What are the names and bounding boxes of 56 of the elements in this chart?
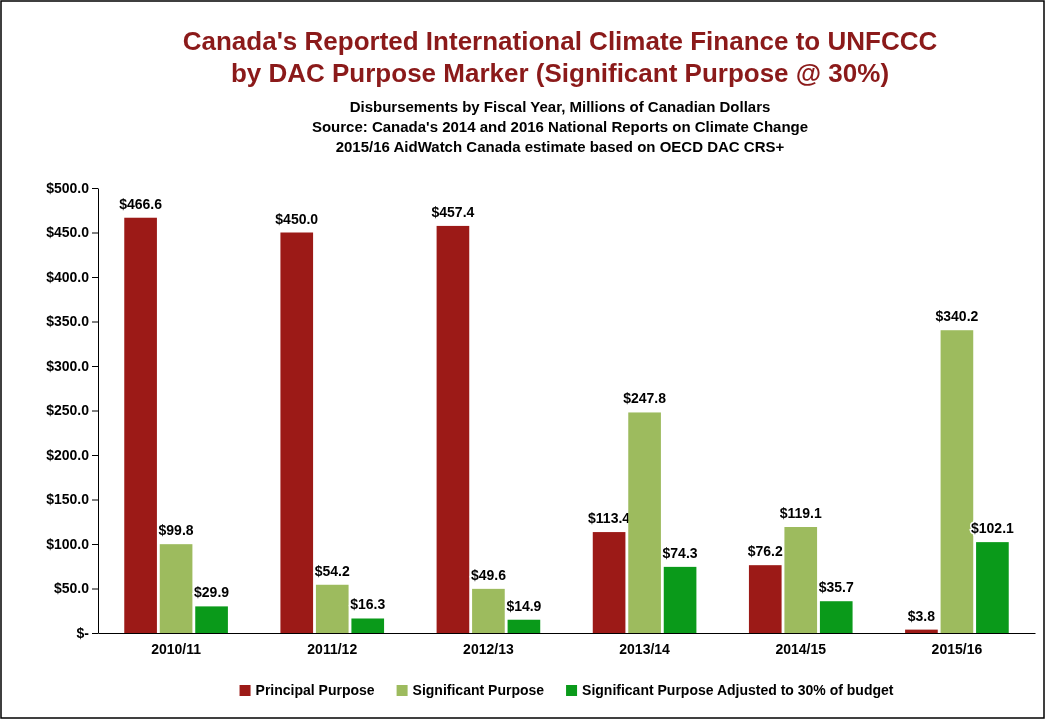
data-label: $466.6 [119, 195, 163, 212]
data-label: $457.4 [431, 203, 475, 220]
bar [195, 606, 228, 633]
x-tick-label: 2014/15 [775, 641, 827, 658]
legend-label: Significant Purpose [412, 682, 545, 698]
bar [784, 527, 818, 633]
y-tick-label: $450.0 [46, 224, 90, 241]
data-label: $29.9 [194, 584, 230, 601]
bar [592, 532, 626, 633]
data-label: $247.8 [623, 390, 667, 407]
data-label: $99.8 [158, 522, 194, 539]
data-label: $16.3 [350, 596, 386, 613]
bar [819, 601, 853, 633]
y-tick-label: $150.0 [46, 491, 90, 508]
bar [748, 565, 782, 633]
x-tick-label: 2011/12 [307, 641, 358, 658]
data-label: $3.8 [907, 607, 936, 624]
y-tick-label: $- [76, 624, 90, 641]
bar [159, 544, 193, 633]
bar [315, 584, 349, 633]
data-label: $35.7 [818, 579, 854, 596]
bar [472, 588, 505, 633]
x-tick-label: 2015/16 [931, 641, 983, 658]
bar [905, 629, 938, 633]
data-label: $76.2 [747, 543, 783, 560]
y-tick-label: $100.0 [46, 535, 90, 552]
y-tick-label: $50.0 [53, 580, 90, 597]
legend-label: Principal Purpose [255, 682, 375, 698]
data-label: $340.2 [935, 308, 979, 325]
y-tick-label: $400.0 [46, 268, 90, 285]
data-label: $74.3 [662, 544, 698, 561]
data-label: $450.0 [275, 210, 319, 227]
bar [663, 566, 697, 633]
y-tick-label: $500.0 [46, 179, 90, 196]
x-tick-label: 2010/11 [151, 641, 202, 658]
legend-label: Significant Purpose Adjusted to 30% of budget [582, 682, 894, 698]
y-tick-label: $350.0 [46, 313, 90, 330]
bar [280, 232, 314, 633]
y-tick-label: $200.0 [46, 446, 90, 463]
chart-subtitle: Disbursements by Fiscal Year, Millions of Canadian Dollars Source: Canada's 2014 and 2016 National Reports on Climate Change 2015/16 AidWatch Canada estimate based on OECD DAC CRS+ [311, 98, 809, 155]
bar [976, 542, 1009, 633]
x-tick-label: 2012/13 [463, 641, 514, 658]
data-label: $113.4 [588, 510, 631, 527]
chart-title: Canada's Reported International Climate Finance to UNFCCC by DAC Purpose Marker (Significant Purpose @ 30%) [182, 26, 938, 88]
bar [628, 412, 661, 633]
data-label: $49.6 [470, 566, 507, 583]
bar [436, 225, 470, 633]
data-label: $54.2 [314, 562, 350, 579]
data-label: $14.9 [506, 597, 542, 614]
y-tick-label: $250.0 [46, 402, 90, 419]
x-tick-label: 2013/14 [619, 641, 671, 658]
bar [124, 217, 157, 633]
bar [351, 618, 385, 633]
y-tick-label: $300.0 [46, 357, 90, 374]
bar [507, 619, 541, 633]
data-label: $119.1 [779, 505, 822, 521]
